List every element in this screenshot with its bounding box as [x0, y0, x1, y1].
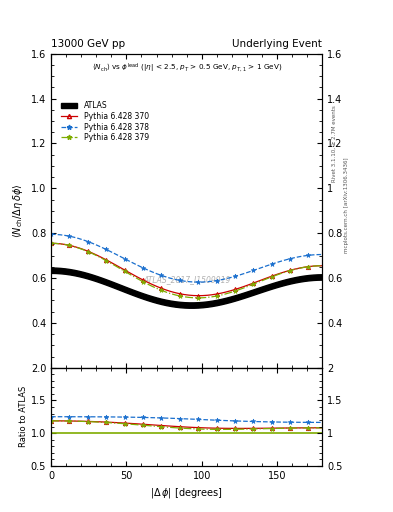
Text: mcplots.cern.ch [arXiv:1306.3436]: mcplots.cern.ch [arXiv:1306.3436]: [344, 157, 349, 252]
Text: Underlying Event: Underlying Event: [232, 38, 322, 49]
Text: ATLAS_2017_I1509919: ATLAS_2017_I1509919: [143, 275, 230, 284]
Legend: ATLAS, Pythia 6.428 370, Pythia 6.428 378, Pythia 6.428 379: ATLAS, Pythia 6.428 370, Pythia 6.428 37…: [58, 98, 152, 145]
X-axis label: $|\Delta\,\phi|$ [degrees]: $|\Delta\,\phi|$ [degrees]: [151, 486, 223, 500]
Text: Rivet 3.1.10, ≥ 2.7M events: Rivet 3.1.10, ≥ 2.7M events: [332, 105, 337, 182]
Text: 13000 GeV pp: 13000 GeV pp: [51, 38, 125, 49]
Y-axis label: Ratio to ATLAS: Ratio to ATLAS: [19, 386, 28, 447]
Text: $\langle N_\mathrm{ch}\rangle$ vs $\phi^\mathrm{lead}$ ($|\eta|$ < 2.5, $p_T$ > : $\langle N_\mathrm{ch}\rangle$ vs $\phi^…: [92, 61, 282, 75]
Y-axis label: $\langle N_\mathrm{ch}/ \Delta\eta\,\delta\phi\rangle$: $\langle N_\mathrm{ch}/ \Delta\eta\,\del…: [11, 183, 25, 238]
